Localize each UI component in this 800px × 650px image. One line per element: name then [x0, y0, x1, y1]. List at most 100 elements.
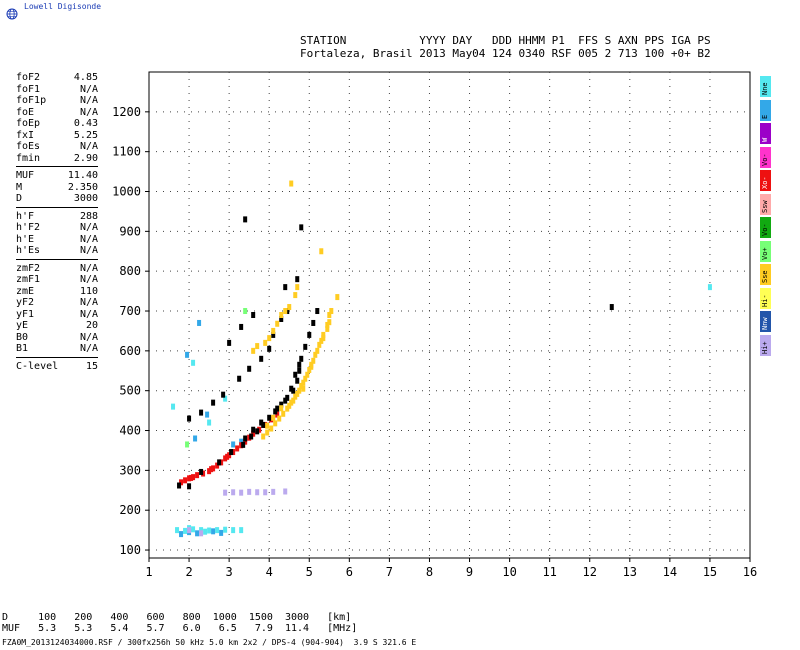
param-row: zmF1 N/A	[16, 274, 98, 286]
echo-point	[265, 429, 270, 436]
echo-point	[183, 477, 188, 484]
echo-point	[209, 466, 214, 473]
param-value: 4.85	[73, 72, 98, 83]
param-row: yE 20	[16, 320, 98, 332]
echo-point	[297, 367, 302, 374]
echo-point	[305, 371, 310, 378]
echo-point	[281, 410, 286, 417]
echo-point	[271, 488, 276, 495]
echo-point	[325, 321, 330, 328]
echo-point	[265, 422, 270, 429]
echo-point	[187, 527, 192, 534]
echo-point	[263, 339, 268, 346]
echo-point	[321, 335, 326, 342]
param-row: foF1p N/A	[16, 95, 98, 107]
echo-point	[329, 308, 334, 315]
param-row: yF1 N/A	[16, 309, 98, 321]
param-value: 110	[79, 285, 98, 297]
echo-point	[271, 327, 276, 334]
echo-point	[237, 375, 242, 382]
param-value: N/A	[79, 331, 98, 343]
y-tick-label: 400	[119, 424, 141, 438]
echo-point	[301, 385, 306, 392]
legend-label: Hi+	[761, 340, 769, 354]
y-tick-label: 500	[119, 384, 141, 398]
echo-point	[303, 343, 308, 350]
echo-point	[219, 459, 224, 466]
echo-point	[299, 355, 304, 362]
legend-label: Hi-	[761, 293, 769, 307]
legend-swatch: Hi+	[760, 334, 771, 356]
y-tick-label: 1000	[112, 185, 141, 199]
param-separator	[16, 258, 98, 260]
echo-point	[225, 453, 230, 460]
echo-point	[271, 414, 276, 421]
y-tick-label: 600	[119, 344, 141, 358]
muf-distance-table: D 100 200 400 600 800 1000 1500 3000 [km…	[2, 612, 357, 634]
param-label: fxI	[16, 129, 35, 141]
echo-point	[261, 421, 266, 428]
echo-point	[289, 385, 294, 392]
param-row: foEp 0.43	[16, 118, 98, 130]
station-header: STATION YYYY DAY DDD HHMM P1 FFS S AXN P…	[300, 34, 711, 60]
brand-name: Lowell Digisonde	[24, 2, 102, 11]
echo-point	[279, 315, 284, 322]
param-label: MUF	[16, 170, 35, 181]
legend-label: Vo-	[761, 223, 769, 236]
legend-label: W	[761, 137, 769, 142]
echo-point	[319, 248, 324, 255]
polarization-legend: Nne E W Vo- Xo- Ssw Vo- Vo+ Sse Hi- Nnw Hi+	[760, 76, 772, 358]
y-tick-label: 1200	[112, 105, 141, 119]
x-tick-label: 7	[386, 565, 393, 579]
param-value: N/A	[79, 95, 98, 106]
param-value: 0.43	[73, 118, 98, 129]
echo-point	[243, 216, 248, 223]
legend-swatch: Xo-	[760, 170, 771, 191]
param-value: 2.350	[67, 181, 98, 193]
param-row: h'E N/A	[16, 234, 98, 246]
echo-point	[239, 442, 244, 449]
echo-point	[199, 527, 204, 534]
x-tick-label: 10	[502, 565, 516, 579]
param-row: foEs N/A	[16, 141, 98, 153]
echo-point	[199, 468, 204, 475]
legend-label: Nnw	[761, 317, 769, 330]
echo-point	[223, 395, 228, 402]
scaled-parameters-table: foF2 4.85 foF1 N/A foF1p N/A foE N/A foEp 0.43 fxI…	[16, 72, 98, 372]
x-tick-label: 11	[542, 565, 556, 579]
echo-point	[199, 409, 204, 416]
plot-frame	[148, 71, 751, 559]
echo-point	[207, 419, 212, 426]
echo-point	[267, 335, 272, 342]
echo-point	[187, 475, 192, 482]
echo-point	[241, 441, 246, 448]
param-label: B1	[16, 343, 29, 354]
param-label: foEp	[16, 118, 41, 129]
echo-point	[325, 325, 330, 332]
echo-point	[327, 319, 332, 326]
echo-point	[211, 399, 216, 406]
param-separator	[16, 206, 98, 208]
echo-point	[277, 415, 282, 422]
echo-point	[295, 390, 300, 397]
param-value: N/A	[79, 274, 98, 285]
echo-point	[269, 425, 274, 432]
echo-point	[263, 489, 268, 496]
param-row: zmE 110	[16, 286, 98, 298]
echo-point	[275, 405, 280, 412]
param-value: 288	[79, 210, 98, 222]
echo-point	[279, 405, 284, 412]
y-tick-label: 300	[119, 463, 141, 477]
echo-point	[191, 526, 196, 533]
echo-point	[227, 452, 232, 459]
echo-point	[175, 527, 180, 534]
brand: Lowell Digisonde	[6, 2, 126, 24]
param-label: foE	[16, 106, 35, 118]
echo-point	[207, 468, 212, 475]
param-value: N/A	[79, 308, 98, 320]
x-tick-label: 8	[426, 565, 433, 579]
echo-point	[275, 320, 280, 327]
param-label: h'F	[16, 210, 35, 222]
y-tick-label: 900	[119, 224, 141, 238]
echo-point	[279, 401, 284, 408]
